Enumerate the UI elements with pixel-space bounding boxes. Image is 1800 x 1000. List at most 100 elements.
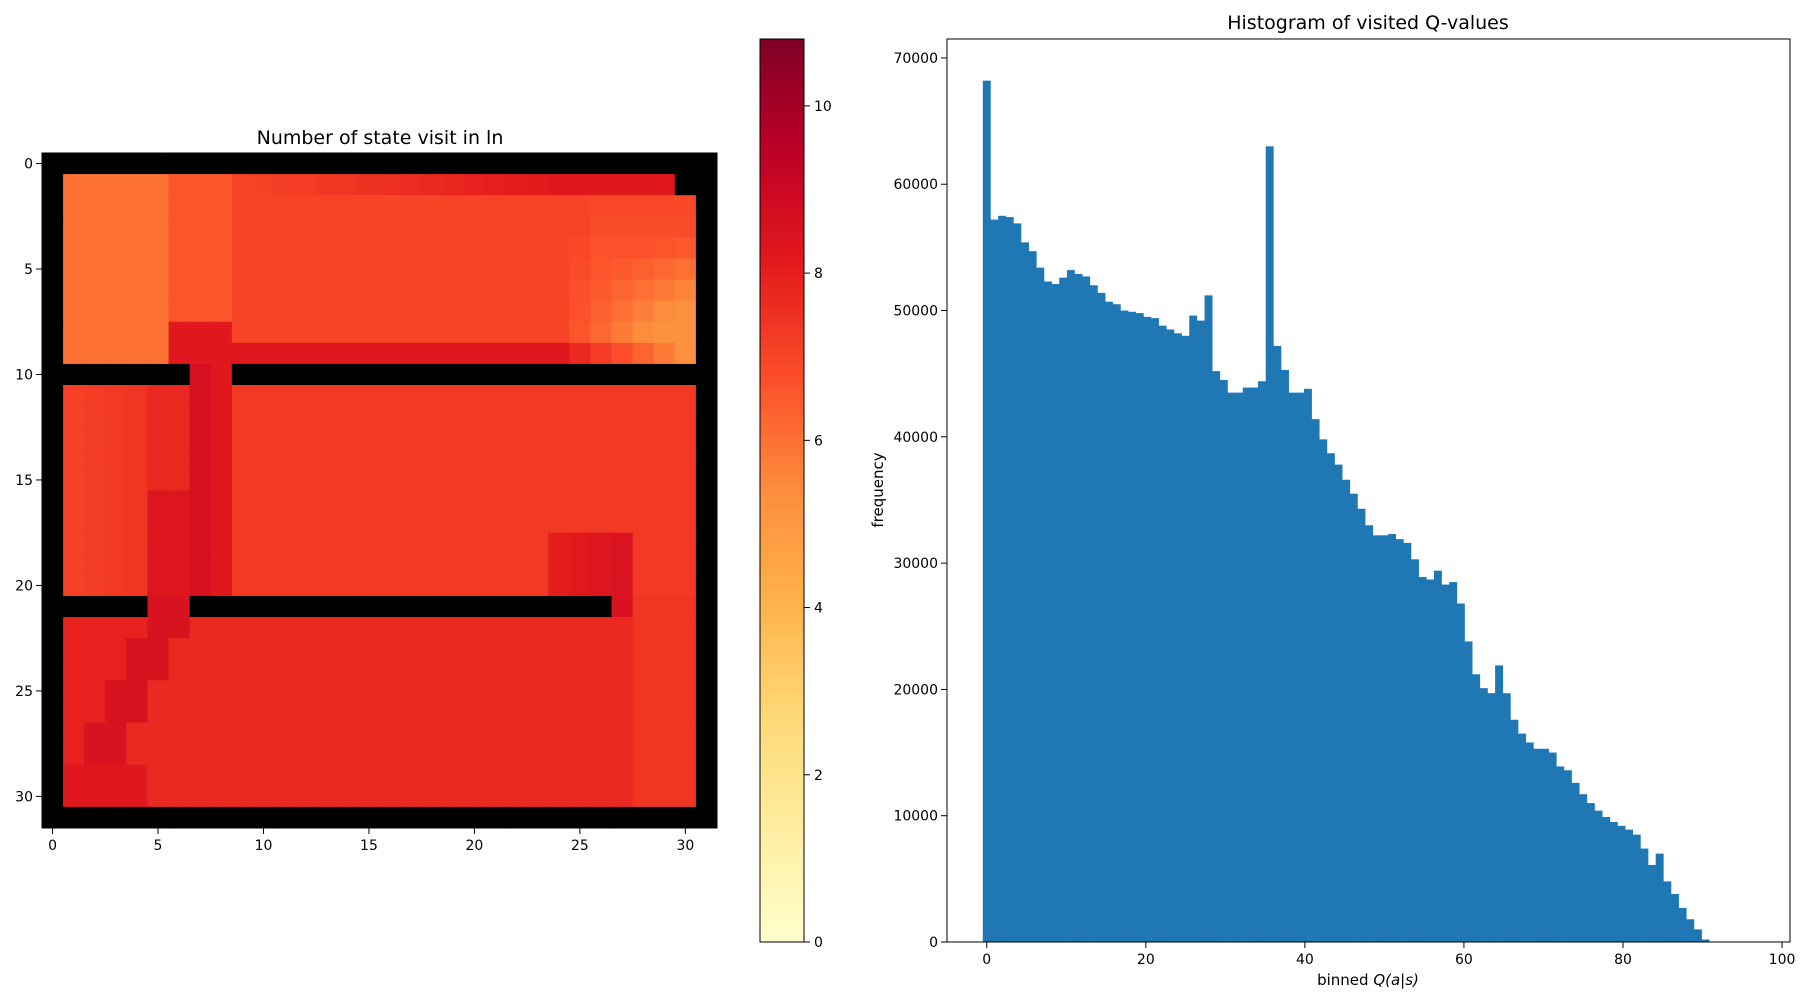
heatmap-cell xyxy=(632,511,655,534)
histogram-bar xyxy=(1212,371,1221,942)
heatmap-cell xyxy=(506,638,528,660)
heatmap-cell xyxy=(484,448,507,470)
heatmap-cell xyxy=(105,321,127,344)
heatmap-cell xyxy=(189,743,212,766)
heatmap-cell xyxy=(527,258,549,280)
heatmap-cell xyxy=(674,722,697,745)
heatmap-cell xyxy=(442,680,465,702)
heatmap-cell xyxy=(84,638,106,660)
heatmap-cell xyxy=(147,553,169,576)
heatmap-cell xyxy=(42,595,64,618)
heatmap-cell xyxy=(590,680,612,702)
heatmap-cell xyxy=(442,764,465,787)
heatmap-cell xyxy=(84,363,106,386)
heatmap-cell xyxy=(463,216,486,238)
heatmap-cell xyxy=(506,553,528,576)
heatmap-cell xyxy=(379,785,401,808)
heatmap-cell xyxy=(463,342,486,365)
heatmap-cell xyxy=(695,406,718,428)
heatmap-cell xyxy=(358,785,380,808)
heatmap-cell xyxy=(358,680,380,702)
heatmap-cell xyxy=(63,448,85,470)
heatmap-cell xyxy=(147,321,169,344)
heatmap-cell xyxy=(506,448,528,470)
heatmap-cell xyxy=(463,743,486,766)
heatmap-cell xyxy=(590,300,612,323)
heatmap-cell xyxy=(569,680,591,702)
heatmap-cell xyxy=(126,427,148,449)
heatmap-cell xyxy=(189,764,212,787)
heatmap-cell xyxy=(590,490,612,512)
heatmap-cell xyxy=(231,722,254,745)
heatmap-cell xyxy=(63,806,85,829)
heatmap-cell xyxy=(611,406,634,428)
heatmap-cell xyxy=(337,363,359,386)
heatmap-cell xyxy=(379,638,401,660)
histogram-bar xyxy=(1158,325,1167,942)
heatmap-cell xyxy=(358,385,380,407)
heatmap-cell xyxy=(168,785,191,808)
heatmap-cell xyxy=(189,321,212,344)
heatmap-cell xyxy=(379,659,401,681)
histogram-y-ticks: 0 10000 20000 30000 40000 50000 60000 70000 xyxy=(893,51,947,951)
heatmap-cell xyxy=(274,427,296,449)
heatmap-cell xyxy=(569,258,591,280)
heatmap-cell xyxy=(105,427,127,449)
heatmap-cell xyxy=(484,638,507,660)
heatmap-cell xyxy=(400,237,423,259)
heatmap-cell xyxy=(316,174,338,196)
heatmap-cell xyxy=(506,385,528,407)
heatmap-cell xyxy=(126,279,148,302)
heatmap-cell xyxy=(295,174,317,196)
heatmap-cell xyxy=(400,279,423,302)
heatmap-cell xyxy=(484,743,507,766)
heatmap-cell xyxy=(590,659,612,681)
heatmap-cell xyxy=(527,659,549,681)
heatmap-cell xyxy=(442,174,465,196)
heatmap-cell xyxy=(358,321,380,344)
heatmap-cell xyxy=(442,785,465,808)
heatmap-cell xyxy=(674,764,697,787)
heatmap-cell xyxy=(105,511,127,534)
heatmap-cell xyxy=(105,617,127,639)
heatmap-cell xyxy=(84,237,106,259)
heatmap-cell xyxy=(316,490,338,512)
heatmap-cell xyxy=(274,743,296,766)
heatmap-cell xyxy=(653,195,676,217)
heatmap-cell xyxy=(632,258,655,280)
heatmap-cell xyxy=(632,638,655,660)
heatmap-cell xyxy=(527,342,549,365)
heatmap-cell xyxy=(590,406,612,428)
histogram-bar xyxy=(1640,848,1649,942)
heatmap-cell xyxy=(358,764,380,787)
heatmap-chart: Number of state visit in ln 0 5 10 15 20 25 30… xyxy=(15,127,718,854)
heatmap-cell xyxy=(611,701,634,723)
heatmap-cell xyxy=(611,553,634,576)
heatmap-cell xyxy=(569,638,591,660)
heatmap-cell xyxy=(421,764,444,787)
heatmap-cell xyxy=(421,574,444,597)
x-tick-label: 15 xyxy=(360,838,378,854)
heatmap-cell xyxy=(527,617,549,639)
heatmap-cell xyxy=(105,385,127,407)
heatmap-cell xyxy=(147,406,169,428)
heatmap-cell xyxy=(189,701,212,723)
heatmap-cell xyxy=(674,511,697,534)
heatmap-cell xyxy=(42,258,64,280)
heatmap-cell xyxy=(358,195,380,217)
heatmap-cell xyxy=(84,469,106,491)
histogram-bar xyxy=(1441,584,1450,942)
heatmap-cell xyxy=(653,237,676,259)
heatmap-cell xyxy=(611,300,634,323)
heatmap-cell xyxy=(63,553,85,576)
heatmap-cell xyxy=(548,617,570,639)
heatmap-cell xyxy=(189,363,212,386)
heatmap-cell xyxy=(337,279,359,302)
heatmap-cell xyxy=(611,427,634,449)
heatmap-cell xyxy=(168,385,191,407)
heatmap-cell xyxy=(653,553,676,576)
heatmap-cell xyxy=(695,785,718,808)
heatmap-cell xyxy=(316,279,338,302)
heatmap-cell xyxy=(168,469,191,491)
heatmap-cell xyxy=(400,638,423,660)
